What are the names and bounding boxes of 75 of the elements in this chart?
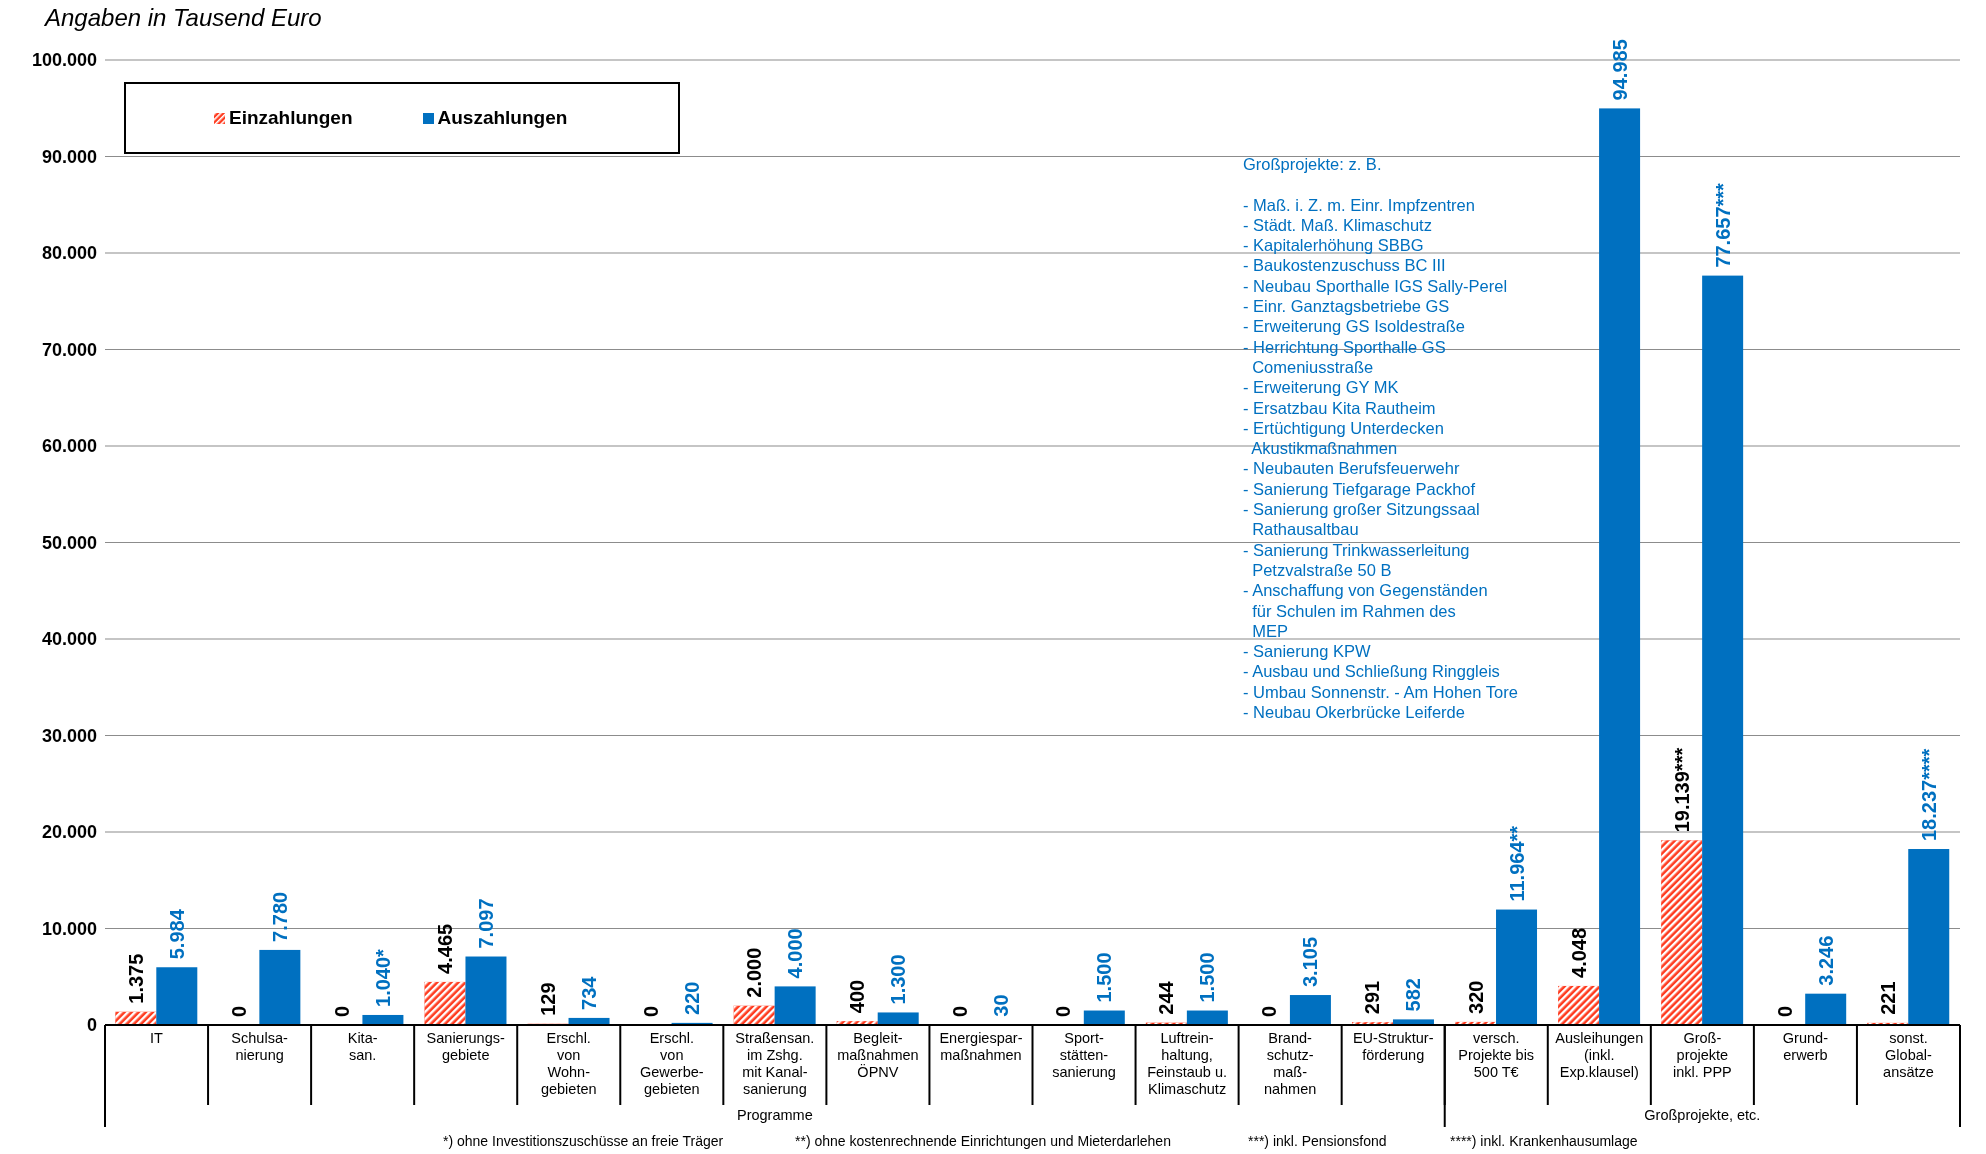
x-tick-label: Begleit- maßnahmen ÖPNV bbox=[837, 1030, 919, 1080]
y-tick-label: 0 bbox=[86, 1015, 97, 1036]
x-tick-label: Ausleihungen (inkl. Exp.klausel) bbox=[1555, 1030, 1644, 1080]
data-label: 0 bbox=[330, 1005, 353, 1017]
x-tick-label: IT bbox=[150, 1030, 164, 1046]
text: *) ohne Investitionszuschüsse an freie Träger bbox=[443, 1133, 724, 1149]
data-label: 19.139*** bbox=[1670, 747, 1693, 833]
x-tick-label: versch. Projekte bis 500 T€ bbox=[1458, 1030, 1535, 1080]
data-label: 5.984 bbox=[165, 908, 188, 960]
x-tick-label: sonst. Global- ansätze bbox=[1883, 1030, 1934, 1080]
data-label: 3.246 bbox=[1814, 935, 1837, 986]
data-label: 1.040* bbox=[371, 948, 394, 1007]
x-tick-label: Straßensan. im Zshg. mit Kanal- sanierung bbox=[735, 1030, 815, 1097]
x-tick-label: Erschl. von Wohn- gebieten bbox=[540, 1030, 597, 1097]
y-tick-label: 10.000 bbox=[41, 918, 97, 939]
data-label: 1.500 bbox=[1093, 952, 1116, 1003]
x-tick-label: Groß- projekte inkl. PPP bbox=[1672, 1030, 1732, 1080]
data-label: 3.105 bbox=[1299, 936, 1322, 988]
y-tick-label: 80.000 bbox=[41, 243, 97, 264]
text: Programme bbox=[736, 1107, 813, 1123]
x-tick-label: Kita- san. bbox=[347, 1030, 378, 1063]
data-label: 1.300 bbox=[887, 954, 910, 1005]
data-label: 4.465 bbox=[433, 923, 456, 974]
text: Großprojekte: z. B. - Maß. i. Z. m. Einr. Impfzentren - Städt. Maß. Klimaschutz - Kapitalerhöhung SBBG - Baukostenzuschuss BC III - Neubau Sporthalle IGS Sally-Perel - Einr. Ganztagsbetriebe GS - Erweiterung GS Isoldestraße - Herrichtung Sporthalle GS Comeniusstraße - Erweiterung GY MK - Ersatzbau Kita Rautheim - Ertüchtigung Unterdecken Akustikmaßnahmen - Neubauten Berufsfeuerwehr - Sanierung Tiefgarage Packhof - Sanierung großer Sitzungssaal Rathausaltbau - Sanierung Trinkwasserleitung Petzvalstraße 50 B - Anschaffung von Gegenständen für Schulen im Rahmen des MEP - Sanierung KPW - Ausbau und Schließung Ringgleis - Umbau Sonnenstr. - Am Hohen Tore - Neubau Okerbrücke Leiferde bbox=[1243, 155, 1518, 722]
x-tick-label: Erschl. von Gewerbe- gebieten bbox=[639, 1030, 704, 1097]
x-tick-label: Sanierungs- gebiete bbox=[426, 1030, 505, 1063]
data-label: 0 bbox=[640, 1005, 663, 1017]
data-label: 94.985 bbox=[1608, 39, 1631, 101]
x-tick-label: Luftrein- haltung, Feinstaub u. Klimaschutz bbox=[1147, 1030, 1227, 1097]
data-label: 221 bbox=[1876, 981, 1899, 1015]
data-label: 244 bbox=[1155, 980, 1178, 1015]
data-label: 0 bbox=[1773, 1005, 1796, 1017]
x-tick-label: Schulsa- nierung bbox=[231, 1030, 288, 1063]
text: ***) inkl. Pensionsfond bbox=[1248, 1133, 1387, 1149]
data-label: 4.000 bbox=[784, 928, 807, 979]
data-label: 1.375 bbox=[124, 953, 147, 1004]
data-label: 4.048 bbox=[1567, 927, 1590, 978]
y-tick-label: 100.000 bbox=[31, 50, 97, 71]
text: **) ohne kostenrechnende Einrichtungen und Mieterdarlehen bbox=[795, 1133, 1171, 1149]
chart-title: Angaben in Tausend Euro bbox=[45, 4, 322, 32]
y-tick-label: 90.000 bbox=[41, 146, 97, 167]
data-label: 291 bbox=[1361, 980, 1384, 1015]
y-tick-label: 50.000 bbox=[41, 532, 97, 553]
data-label: 734 bbox=[578, 975, 601, 1010]
data-label: 129 bbox=[537, 982, 560, 1016]
data-label: 400 bbox=[846, 979, 869, 1014]
text: Großprojekte, etc. bbox=[1644, 1107, 1761, 1123]
x-tick-label: EU-Struktur- förderung bbox=[1352, 1030, 1434, 1063]
legend-label: Einzahlungen bbox=[229, 107, 353, 129]
text: ****) inkl. Krankenhausumlage bbox=[1450, 1133, 1638, 1149]
data-label: 0 bbox=[227, 1005, 250, 1017]
x-tick-label: Grund- erwerb bbox=[1782, 1030, 1829, 1063]
data-label: 11.964** bbox=[1505, 825, 1528, 902]
y-tick-label: 60.000 bbox=[41, 436, 97, 457]
data-label: 0 bbox=[1052, 1005, 1075, 1017]
data-label: 0 bbox=[949, 1005, 972, 1017]
data-label: 2.000 bbox=[743, 947, 766, 998]
data-label: 1.500 bbox=[1196, 952, 1219, 1003]
data-label: 220 bbox=[681, 981, 704, 1015]
data-label: 30 bbox=[990, 994, 1013, 1017]
y-tick-label: 70.000 bbox=[41, 339, 97, 360]
x-tick-label: Brand- schutz- maß- nahmen bbox=[1263, 1030, 1317, 1097]
x-tick-label: Energiespar- maßnahmen bbox=[939, 1030, 1023, 1063]
y-tick-label: 30.000 bbox=[41, 725, 97, 746]
data-label: 320 bbox=[1464, 980, 1487, 1014]
y-tick-label: 20.000 bbox=[41, 822, 97, 843]
y-tick-label: 40.000 bbox=[41, 629, 97, 650]
data-label: 7.097 bbox=[474, 898, 497, 949]
data-label: 18.237**** bbox=[1917, 748, 1940, 842]
data-label: 77.657*** bbox=[1711, 182, 1734, 268]
data-label: 0 bbox=[1258, 1005, 1281, 1017]
data-label: 7.780 bbox=[268, 891, 291, 942]
legend-label: Auszahlungen bbox=[437, 107, 568, 129]
x-tick-label: Sport- stätten- sanierung bbox=[1052, 1030, 1116, 1080]
data-label: 582 bbox=[1402, 978, 1425, 1012]
